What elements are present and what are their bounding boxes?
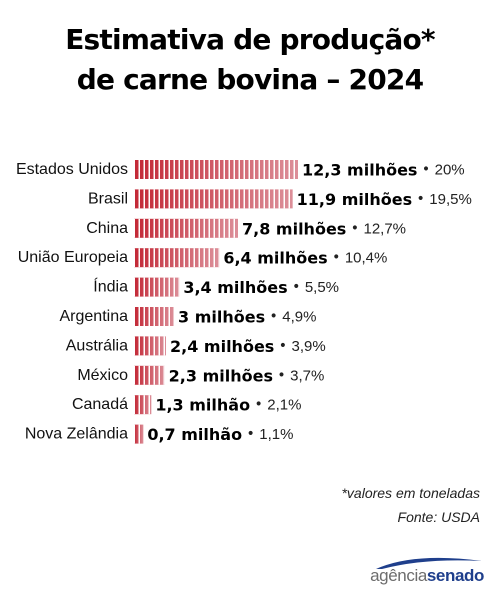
value-label: 1,3 milhão (155, 395, 250, 414)
chart-title: Estimativa de produção* de carne bovina … (0, 20, 500, 100)
bar-stripes (134, 277, 180, 297)
value-label: 12,3 milhões (302, 160, 417, 179)
category-label: Brasil (88, 190, 128, 207)
share-label: 12,7% (363, 220, 406, 237)
value-label: 11,9 milhões (297, 189, 412, 208)
value-label-group: 0,7 milhão • 1,1% (147, 425, 293, 444)
value-label-group: 2,4 milhões • 3,9% (170, 336, 326, 355)
chart-title-line-1: Estimativa de produção* (65, 23, 435, 56)
value-label-group: 2,3 milhões • 3,7% (169, 366, 325, 385)
category-label: União Europeia (18, 249, 128, 266)
bar-stripes (134, 395, 152, 415)
share-label: 3,9% (291, 337, 325, 354)
bar-stripes (134, 365, 165, 385)
share-separator: • (265, 309, 282, 325)
value-label: 3 milhões (178, 307, 265, 326)
bar-row: China 7,8 milhões • 12,7% (86, 218, 406, 238)
share-label: 19,5% (429, 190, 472, 207)
share-separator: • (346, 220, 363, 236)
value-label: 7,8 milhões (242, 219, 346, 238)
category-label: Austrália (66, 337, 128, 354)
value-label-group: 3 milhões • 4,9% (178, 307, 316, 326)
category-label: China (86, 220, 128, 237)
bar-stripes (134, 336, 166, 356)
bar-row: Brasil 11,9 milhões • 19,5% (88, 189, 472, 209)
bar-row: Índia 3,4 milhões • 5,5% (93, 277, 339, 297)
bar-row: Canadá 1,3 milhão • 2,1% (72, 395, 301, 415)
value-label-group: 1,3 milhão • 2,1% (155, 395, 301, 414)
logo-swoosh-icon (376, 557, 482, 569)
bar-chart: Estados Unidos 12,3 milhões • 20% Brasil 11… (16, 160, 472, 444)
bar-stripes (134, 160, 298, 179)
bar-row: México 2,3 milhões • 3,7% (77, 365, 325, 385)
category-label: Nova Zelândia (25, 426, 128, 443)
bar-row: Estados Unidos 12,3 milhões • 20% (16, 160, 465, 179)
share-separator: • (417, 162, 434, 178)
unit-note: *valores em toneladas (341, 485, 480, 501)
share-label: 10,4% (345, 249, 388, 266)
bar-stripes (134, 307, 174, 326)
source-note: Fonte: USDA (397, 509, 480, 525)
share-label: 1,1% (259, 426, 293, 443)
share-separator: • (250, 397, 267, 413)
category-label: Argentina (60, 308, 129, 325)
value-label-group: 11,9 milhões • 19,5% (297, 189, 472, 208)
value-label: 2,4 milhões (170, 336, 274, 355)
share-label: 2,1% (267, 396, 301, 413)
value-label-group: 3,4 milhões • 5,5% (183, 278, 339, 297)
share-separator: • (288, 279, 305, 295)
bar-stripes (134, 424, 144, 444)
chart-notes: *valores em toneladas Fonte: USDA (341, 481, 480, 529)
bar-row: Argentina 3 milhões • 4,9% (60, 307, 316, 326)
value-label: 3,4 milhões (183, 278, 287, 297)
bar-row: Nova Zelândia 0,7 milhão • 1,1% (25, 424, 293, 444)
share-label: 5,5% (305, 279, 339, 296)
value-label: 6,4 milhões (223, 248, 327, 267)
value-label-group: 12,3 milhões • 20% (302, 160, 465, 179)
share-separator: • (273, 367, 290, 383)
agencia-senado-logo: agênciasenado (334, 556, 484, 586)
bar-row: Austrália 2,4 milhões • 3,9% (66, 336, 326, 356)
share-separator: • (242, 426, 259, 442)
logo-word-senado: senado (426, 566, 485, 585)
share-label: 4,9% (282, 308, 316, 325)
logo-wordmark: agênciasenado (370, 566, 484, 586)
bar-row: União Europeia 6,4 milhões • 10,4% (18, 248, 387, 268)
logo-word-agencia: agência (370, 566, 427, 585)
share-separator: • (274, 338, 291, 354)
category-label: Índia (93, 277, 128, 296)
bar-stripes (134, 189, 293, 209)
value-label-group: 6,4 milhões • 10,4% (223, 248, 387, 267)
bar-stripes (134, 218, 238, 238)
share-label: 3,7% (290, 367, 324, 384)
value-label: 0,7 milhão (147, 425, 242, 444)
category-label: Estados Unidos (16, 161, 128, 178)
chart-title-line-2: de carne bovina – 2024 (76, 63, 424, 96)
category-label: México (77, 367, 128, 384)
value-label-group: 7,8 milhões • 12,7% (242, 219, 406, 238)
value-label: 2,3 milhões (169, 366, 273, 385)
bar-stripes (134, 248, 220, 268)
share-label: 20% (435, 161, 465, 178)
category-label: Canadá (72, 396, 128, 413)
share-separator: • (412, 191, 429, 207)
share-separator: • (328, 250, 345, 266)
